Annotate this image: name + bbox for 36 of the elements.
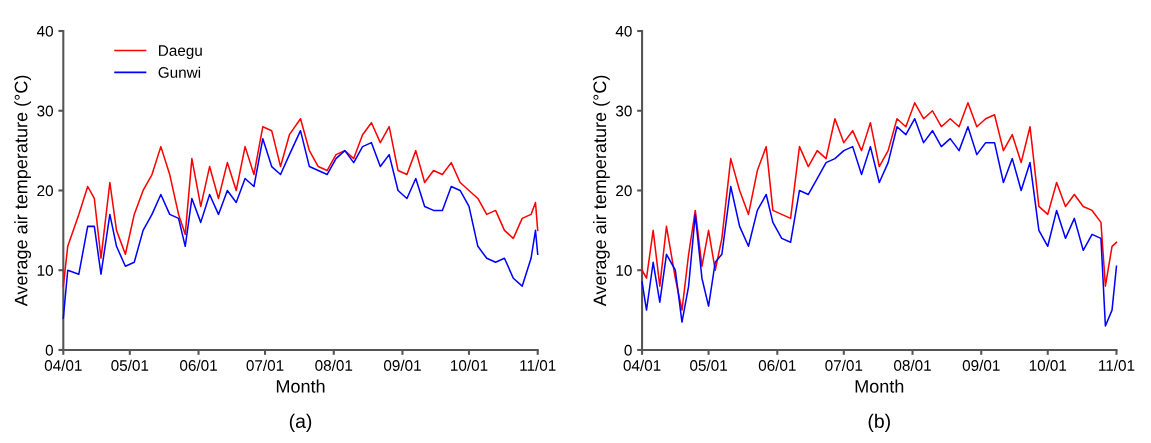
x-tick-label: 07/01 [825,359,863,371]
x-tick-label: 05/01 [690,359,727,371]
x-tick-label: 09/01 [383,359,421,371]
x-tick-label: 09/01 [962,359,1000,371]
y-tick-label: 20 [37,185,53,197]
y-tick-label: 0 [624,344,632,356]
line-series [62,117,539,287]
y-tick-label: 30 [37,105,53,117]
y-tick-label: 20 [616,185,632,197]
x-tick-label: 10/01 [451,359,488,371]
x-tick-label: 04/01 [623,359,661,371]
x-tick-label: 11/01 [1099,359,1135,371]
text: (a) [289,413,312,432]
y-axis-title: Average air temperature (°C) [592,75,610,307]
y-tick-label: 30 [615,105,632,117]
legend-label: Daegu [159,45,202,59]
line-series [62,129,539,319]
y-tick-label: 10 [616,265,632,276]
x-axis-title: Month [855,379,904,393]
x-tick-label: 07/01 [246,359,284,371]
x-tick-label: 06/01 [758,359,796,371]
x-tick-label: 08/01 [894,359,931,371]
x-axis-title: Month [276,379,325,393]
y-tick-label: 0 [45,344,53,356]
x-tick-label: 04/01 [44,359,82,371]
x-tick-label: 11/01 [520,359,556,371]
x-tick-label: 06/01 [180,359,217,371]
y-tick-label: 40 [615,25,632,37]
x-tick-label: 05/01 [111,359,149,371]
y-axis-title: Average air temperature (°C) [14,75,32,307]
legend-label: Gunwi [158,66,201,78]
x-tick-label: 08/01 [315,359,353,371]
x-tick-label: 10/01 [1029,359,1067,371]
y-tick-label: 10 [37,265,53,276]
y-tick-label: 40 [36,25,53,37]
text: (b) [868,413,890,432]
